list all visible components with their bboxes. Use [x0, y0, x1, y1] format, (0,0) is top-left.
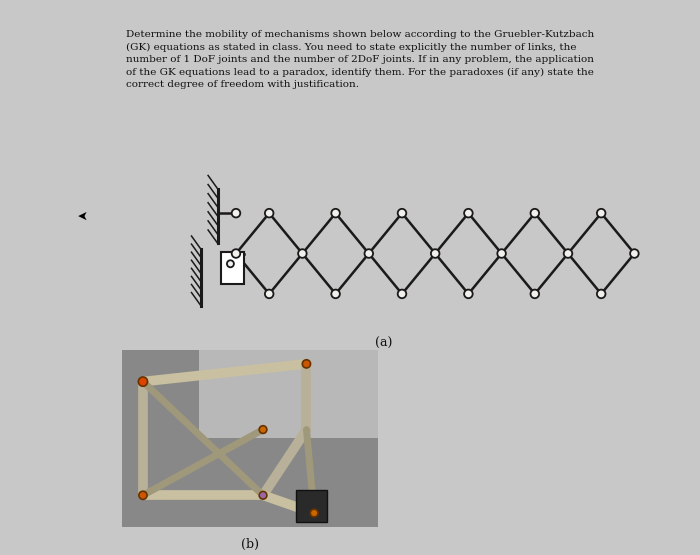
Text: (b): (b): [241, 538, 259, 551]
Circle shape: [139, 491, 147, 500]
Text: ➤: ➤: [76, 207, 85, 220]
Circle shape: [331, 209, 340, 218]
Circle shape: [331, 290, 340, 298]
Circle shape: [259, 491, 267, 499]
Circle shape: [298, 249, 307, 258]
Text: (a): (a): [374, 337, 392, 350]
Circle shape: [597, 290, 606, 298]
Circle shape: [398, 290, 406, 298]
Circle shape: [310, 509, 318, 517]
Circle shape: [365, 249, 373, 258]
Circle shape: [630, 249, 638, 258]
Circle shape: [597, 209, 606, 218]
Circle shape: [564, 249, 573, 258]
Circle shape: [497, 249, 506, 258]
Circle shape: [431, 249, 440, 258]
Circle shape: [232, 249, 240, 258]
Circle shape: [464, 290, 473, 298]
Bar: [122, 350, 378, 527]
Circle shape: [464, 209, 473, 218]
Text: Determine the mobility of mechanisms shown below according to the Gruebler-Kutzb: Determine the mobility of mechanisms sho…: [126, 30, 594, 89]
Circle shape: [227, 260, 234, 268]
Bar: [122, 350, 378, 527]
Circle shape: [302, 360, 311, 368]
Circle shape: [531, 290, 539, 298]
Circle shape: [139, 377, 148, 386]
Bar: [221, 251, 244, 284]
Circle shape: [232, 209, 240, 218]
Circle shape: [398, 209, 406, 218]
Circle shape: [531, 209, 539, 218]
Circle shape: [265, 209, 274, 218]
Circle shape: [259, 426, 267, 433]
Bar: [296, 490, 327, 522]
Bar: [199, 350, 378, 438]
Circle shape: [265, 290, 274, 298]
